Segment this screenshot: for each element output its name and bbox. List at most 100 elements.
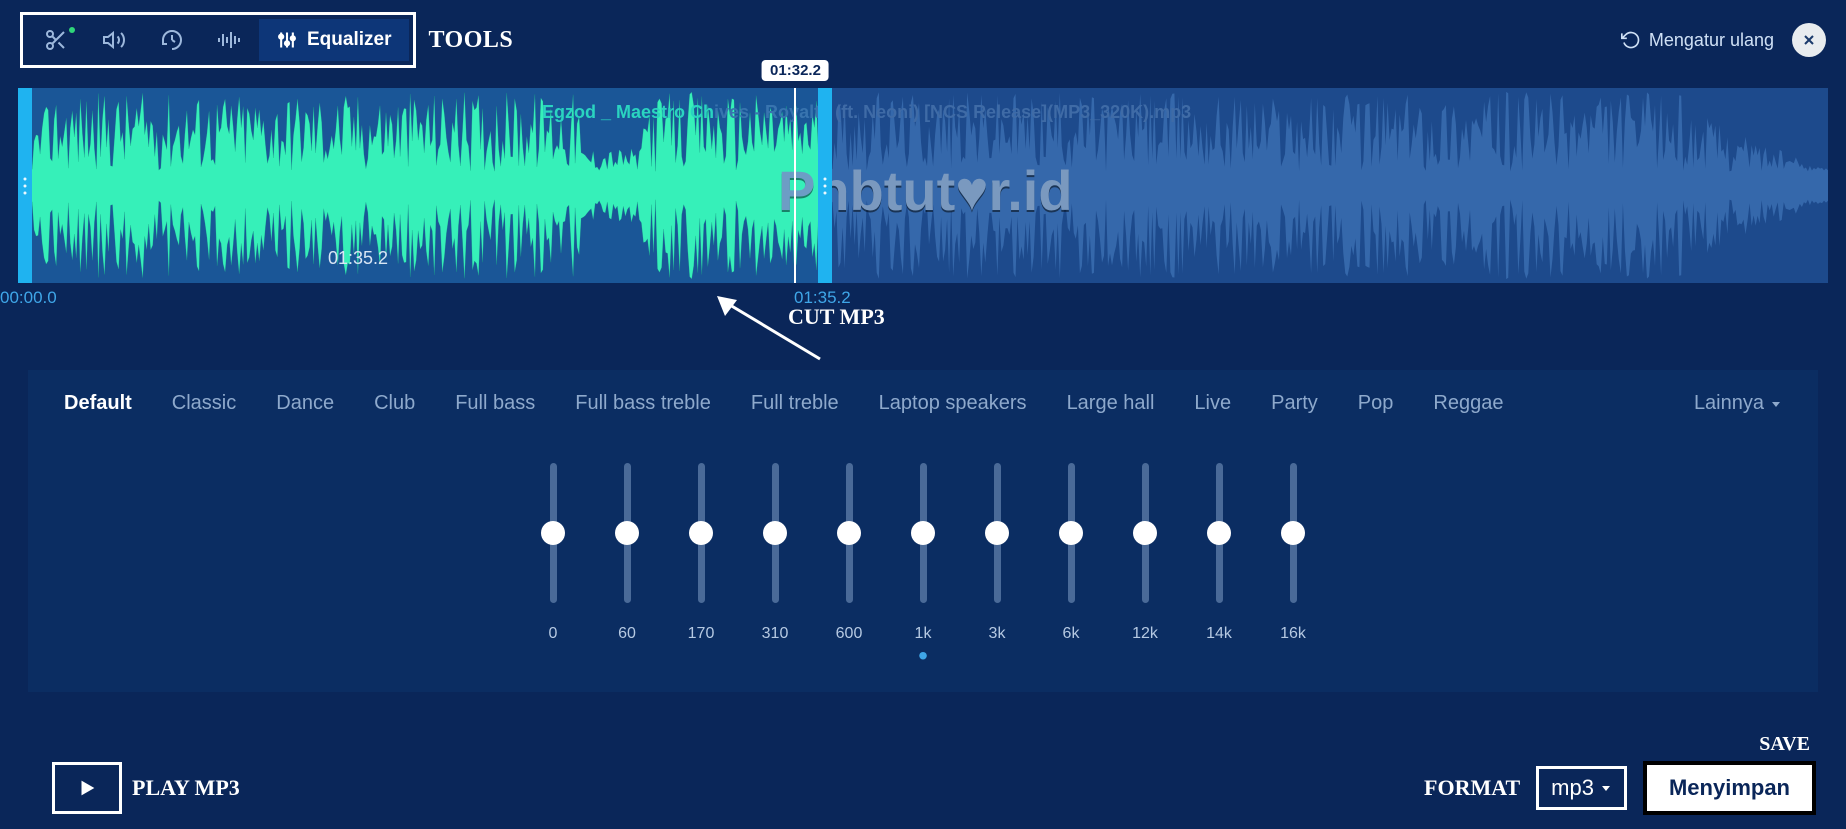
selection-overlay	[18, 88, 818, 283]
eq-freq-label: 170	[688, 625, 715, 643]
cut-tool-button[interactable]	[27, 19, 85, 61]
preset-dance[interactable]: Dance	[276, 392, 334, 415]
preset-reggae[interactable]: Reggae	[1433, 392, 1503, 415]
eq-band-12k: 12k	[1132, 463, 1158, 643]
format-value: mp3	[1551, 775, 1594, 801]
selection-handle-right[interactable]	[818, 88, 832, 283]
selection-handle-left[interactable]	[18, 88, 32, 283]
selection-duration: 01:35.2	[328, 248, 388, 269]
eq-slider-14k[interactable]	[1216, 463, 1223, 603]
equalizer-tool-label: Equalizer	[307, 29, 391, 51]
eq-slider-170[interactable]	[698, 463, 705, 603]
eq-slider-6k[interactable]	[1068, 463, 1075, 603]
eq-knob-0[interactable]	[541, 521, 565, 545]
pager-dot: •	[28, 651, 1818, 661]
format-annotation: FORMAT	[1424, 775, 1520, 801]
close-button[interactable]	[1792, 23, 1826, 57]
eq-knob-3k[interactable]	[985, 521, 1009, 545]
eq-sliders: 0 60 170 310 600 1k 3k 6k 12k 14k 16k	[28, 463, 1818, 643]
undo-icon	[1621, 30, 1641, 50]
eq-band-310: 310	[762, 463, 788, 643]
eq-band-1k: 1k	[910, 463, 936, 643]
eq-band-0: 0	[540, 463, 566, 643]
eq-freq-label: 16k	[1280, 625, 1306, 643]
eq-slider-310[interactable]	[772, 463, 779, 603]
reset-button[interactable]: Mengatur ulang	[1621, 30, 1774, 51]
chevron-down-icon	[1600, 782, 1612, 794]
preset-full-bass[interactable]: Full bass	[455, 392, 535, 415]
eq-knob-16k[interactable]	[1281, 521, 1305, 545]
save-button[interactable]: Menyimpan	[1643, 761, 1816, 815]
eq-freq-label: 0	[549, 625, 558, 643]
play-icon	[76, 777, 98, 799]
eq-knob-1k[interactable]	[911, 521, 935, 545]
bottom-bar: PLAY MP3 FORMAT mp3 SAVE Menyimpan	[0, 761, 1846, 815]
tool-group: Equalizer	[20, 12, 416, 68]
playhead-time: 01:32.2	[762, 60, 829, 81]
eq-knob-14k[interactable]	[1207, 521, 1231, 545]
preset-party[interactable]: Party	[1271, 392, 1318, 415]
waveform-area: Egzod _ Maestro Chives - Royalty (ft. Ne…	[18, 88, 1828, 316]
eq-freq-label: 310	[762, 625, 789, 643]
eq-knob-310[interactable]	[763, 521, 787, 545]
reset-label: Mengatur ulang	[1649, 30, 1774, 51]
eq-slider-1k[interactable]	[920, 463, 927, 603]
eq-freq-label: 60	[618, 625, 636, 643]
eq-band-600: 600	[836, 463, 862, 643]
eq-band-3k: 3k	[984, 463, 1010, 643]
eq-knob-600[interactable]	[837, 521, 861, 545]
volume-tool-button[interactable]	[85, 19, 143, 61]
eq-slider-3k[interactable]	[994, 463, 1001, 603]
eq-band-14k: 14k	[1206, 463, 1232, 643]
close-icon	[1801, 32, 1817, 48]
eq-band-170: 170	[688, 463, 714, 643]
equalizer-panel: Default Classic Dance Club Full bass Full bas…	[28, 370, 1818, 692]
play-annotation: PLAY MP3	[132, 775, 240, 801]
eq-knob-12k[interactable]	[1133, 521, 1157, 545]
preset-large-hall[interactable]: Large hall	[1067, 392, 1155, 415]
eq-band-6k: 6k	[1058, 463, 1084, 643]
eq-slider-600[interactable]	[846, 463, 853, 603]
pitch-tool-button[interactable]	[201, 19, 259, 61]
eq-freq-label: 12k	[1132, 625, 1158, 643]
eq-band-60: 60	[614, 463, 640, 643]
eq-knob-60[interactable]	[615, 521, 639, 545]
eq-freq-label: 14k	[1206, 625, 1232, 643]
time-start-label: 00:00.0	[0, 288, 57, 308]
preset-pop[interactable]: Pop	[1358, 392, 1394, 415]
playhead[interactable]: 01:32.2	[794, 88, 796, 283]
tools-heading: TOOLS	[428, 27, 513, 54]
eq-band-16k: 16k	[1280, 463, 1306, 643]
eq-slider-60[interactable]	[624, 463, 631, 603]
play-button[interactable]	[52, 762, 122, 814]
preset-laptop-speakers[interactable]: Laptop speakers	[879, 392, 1027, 415]
preset-more-label: Lainnya	[1694, 392, 1764, 415]
eq-knob-170[interactable]	[689, 521, 713, 545]
eq-slider-16k[interactable]	[1290, 463, 1297, 603]
speed-icon	[160, 28, 184, 52]
eq-slider-0[interactable]	[550, 463, 557, 603]
eq-freq-label: 3k	[989, 625, 1006, 643]
eq-freq-label: 6k	[1063, 625, 1080, 643]
preset-full-treble[interactable]: Full treble	[751, 392, 839, 415]
speaker-icon	[102, 28, 126, 52]
speed-tool-button[interactable]	[143, 19, 201, 61]
eq-freq-label: 600	[836, 625, 863, 643]
annotation-cut-label: CUT MP3	[788, 304, 885, 330]
scissors-icon	[44, 28, 68, 52]
eq-knob-6k[interactable]	[1059, 521, 1083, 545]
preset-default[interactable]: Default	[64, 392, 132, 415]
preset-club[interactable]: Club	[374, 392, 415, 415]
eq-slider-12k[interactable]	[1142, 463, 1149, 603]
preset-live[interactable]: Live	[1194, 392, 1231, 415]
equalizer-icon	[277, 30, 297, 50]
preset-row: Default Classic Dance Club Full bass Full bas…	[28, 370, 1818, 429]
wave-icon	[217, 28, 243, 52]
save-annotation: SAVE	[1759, 733, 1810, 756]
preset-more-button[interactable]: Lainnya	[1694, 392, 1782, 415]
chevron-down-icon	[1770, 398, 1782, 410]
format-select[interactable]: mp3	[1536, 766, 1627, 810]
equalizer-tool-button[interactable]: Equalizer	[259, 19, 409, 61]
preset-classic[interactable]: Classic	[172, 392, 236, 415]
preset-full-bass-treble[interactable]: Full bass treble	[575, 392, 711, 415]
